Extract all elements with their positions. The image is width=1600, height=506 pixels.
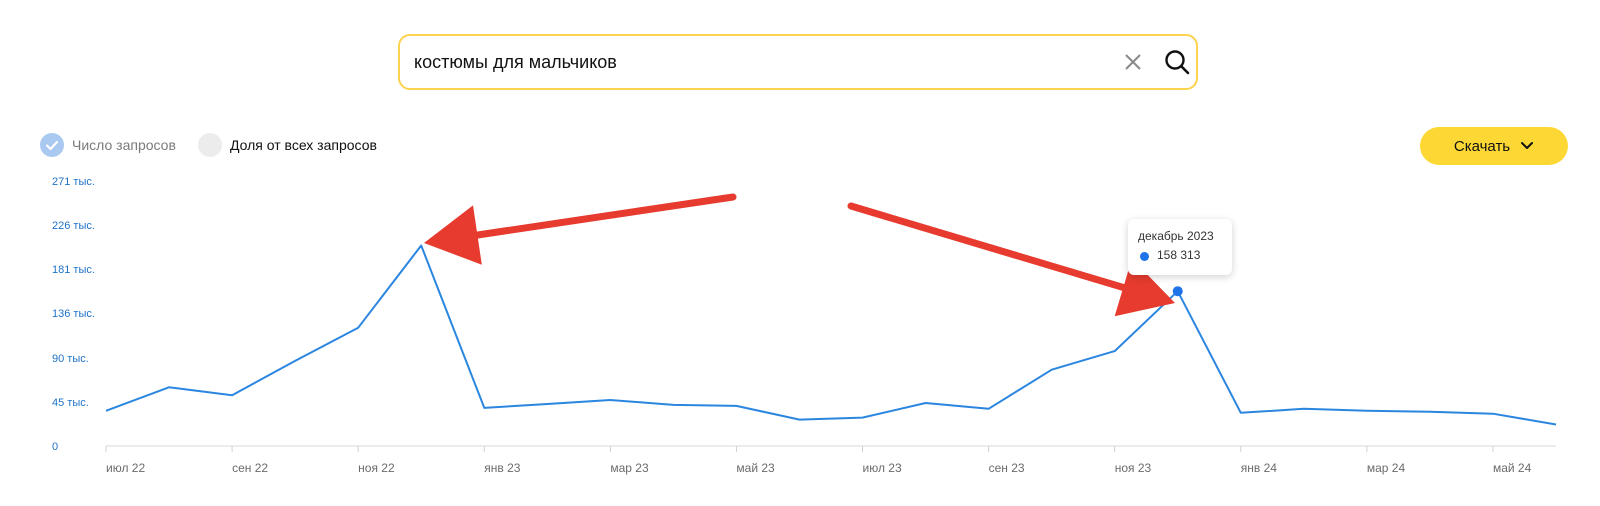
data-point — [293, 358, 298, 363]
data-point — [1364, 408, 1369, 413]
x-tick-label: май 23 — [736, 461, 775, 475]
y-tick-label: 45 тыс. — [52, 397, 89, 409]
y-tick-label: 226 тыс. — [52, 220, 95, 232]
arrow-shaft — [847, 202, 1131, 293]
radio-off-icon — [198, 133, 222, 157]
y-tick-label: 90 тыс. — [52, 353, 89, 365]
legend-label-share: Доля от всех запросов — [230, 137, 377, 153]
x-tick-label: мар 24 — [1367, 461, 1406, 475]
highlight-point — [1172, 286, 1183, 297]
download-button[interactable]: Скачать — [1420, 127, 1568, 165]
x-tick-label: июл 23 — [863, 461, 902, 475]
data-point — [1238, 410, 1243, 415]
x-tick-label: мар 23 — [610, 461, 649, 475]
data-point — [356, 325, 361, 330]
data-point — [1490, 411, 1495, 416]
arrow-head — [424, 205, 482, 265]
x-tick-label: янв 24 — [1241, 461, 1278, 475]
data-point — [1301, 406, 1306, 411]
x-tick-label: сен 23 — [989, 461, 1025, 475]
x-tick-label: май 24 — [1493, 461, 1532, 475]
x-tick-label: сен 22 — [232, 461, 268, 475]
annotation-arrow-left — [424, 193, 737, 265]
data-point — [1112, 349, 1117, 354]
tooltip-value: 158 313 — [1157, 248, 1201, 262]
x-tick-label: июл 22 — [106, 461, 145, 475]
tooltip-month: декабрь 2023 — [1138, 229, 1214, 243]
tooltip-series-dot — [1140, 252, 1149, 261]
data-point — [104, 408, 109, 413]
data-point — [1427, 409, 1432, 414]
search-box[interactable]: костюмы для мальчиков — [398, 34, 1198, 90]
data-point — [1049, 367, 1054, 372]
data-point — [734, 403, 739, 408]
series-line — [105, 244, 1557, 426]
data-point — [671, 402, 676, 407]
data-point — [419, 243, 424, 248]
data-point — [167, 385, 172, 390]
data-point — [860, 415, 865, 420]
data-point — [923, 400, 928, 405]
legend-label-query-count: Число запросов — [72, 137, 176, 153]
data-point — [797, 417, 802, 422]
data-point — [986, 406, 991, 411]
legend-toggle-query-count[interactable]: Число запросов — [40, 132, 176, 158]
close-icon[interactable] — [1124, 53, 1142, 71]
y-tick-label: 136 тыс. — [52, 308, 95, 320]
arrow-shaft — [469, 193, 737, 240]
chevron-down-icon — [1521, 142, 1534, 149]
data-point — [545, 401, 550, 406]
annotation-arrow-right — [847, 202, 1175, 317]
data-point — [608, 398, 613, 403]
search-input[interactable]: костюмы для мальчиков — [414, 52, 617, 72]
x-tick-label: ноя 22 — [358, 461, 395, 475]
data-point — [1554, 422, 1559, 427]
data-point — [482, 405, 487, 410]
y-tick-label: 181 тыс. — [52, 264, 95, 276]
legend-toggle-share[interactable]: Доля от всех запросов — [198, 132, 377, 158]
y-tick-label: 271 тыс. — [52, 176, 95, 188]
download-button-label: Скачать — [1453, 137, 1511, 155]
x-tick-label: янв 23 — [484, 461, 521, 475]
search-icon[interactable] — [1164, 49, 1190, 75]
check-icon — [40, 133, 64, 157]
y-tick-label: 0 — [52, 441, 58, 453]
data-point — [230, 393, 235, 398]
chart-tooltip: декабрь 2023 158 313 — [1128, 219, 1232, 275]
x-tick-label: ноя 23 — [1115, 461, 1152, 475]
